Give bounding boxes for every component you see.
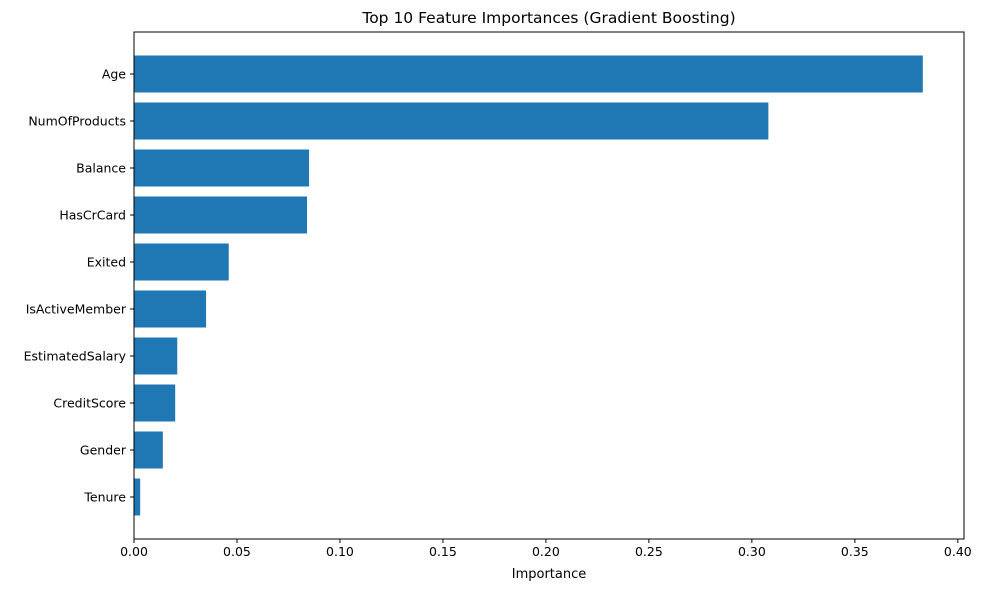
bars-layer [134, 55, 923, 516]
chart-title: Top 10 Feature Importances (Gradient Boo… [361, 9, 735, 27]
bar-exited [134, 243, 229, 281]
x-axis-label: Importance [512, 567, 587, 582]
y-tick-label: IsActiveMember [26, 302, 127, 317]
y-tick-label: HasCrCard [59, 208, 126, 223]
bar-age [134, 55, 923, 93]
bar-creditscore [134, 384, 176, 422]
y-tick-label: Gender [80, 443, 127, 458]
bar-balance [134, 149, 310, 187]
bar-gender [134, 431, 163, 469]
y-tick-label: NumOfProducts [28, 114, 126, 129]
y-tick-label: Age [102, 67, 126, 82]
x-tick-label: 0.25 [635, 544, 663, 559]
y-tick-label: Exited [87, 255, 126, 270]
x-tick-label: 0.35 [841, 544, 869, 559]
y-tick-label: CreditScore [53, 396, 126, 411]
y-tick-label: EstimatedSalary [24, 349, 127, 364]
bar-tenure [134, 478, 141, 516]
x-tick-label: 0.00 [120, 544, 148, 559]
plot-frame [133, 31, 965, 540]
bar-hascrcard [134, 196, 308, 234]
y-tick-label: Balance [76, 161, 126, 176]
x-tick-label: 0.20 [532, 544, 560, 559]
x-tick-label: 0.40 [944, 544, 972, 559]
y-tick-label: Tenure [83, 490, 126, 505]
bar-numofproducts [134, 102, 769, 140]
x-tick-label: 0.30 [738, 544, 766, 559]
x-axis: 0.00 0.05 0.10 0.15 0.20 0.25 0.30 0.35 0.40 [120, 539, 972, 559]
bar-isactivemember [134, 290, 207, 328]
y-axis: Age NumOfProducts Balance HasCrCard Exited Is… [24, 67, 134, 505]
x-tick-label: 0.10 [326, 544, 354, 559]
bar-estimatedsalary [134, 337, 178, 375]
x-tick-label: 0.15 [429, 544, 457, 559]
x-tick-label: 0.05 [223, 544, 251, 559]
